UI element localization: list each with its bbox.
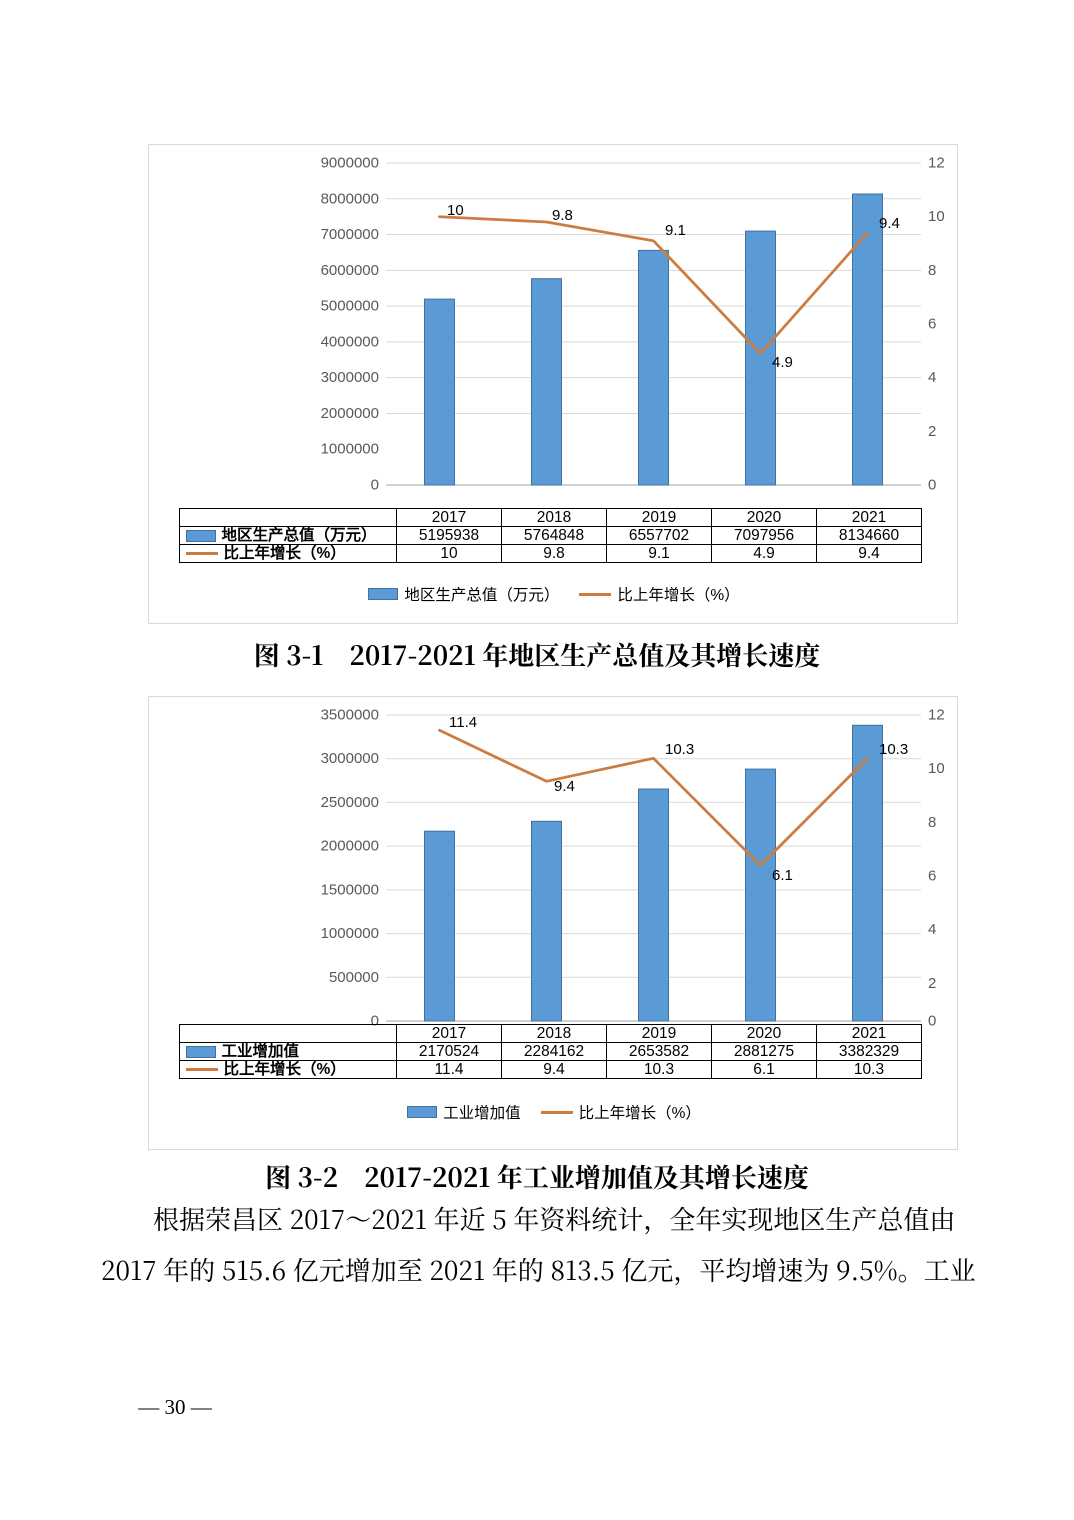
svg-text:4: 4 [928,369,936,386]
svg-text:2500000: 2500000 [321,794,379,811]
svg-text:2000000: 2000000 [321,838,379,855]
svg-text:9.4: 9.4 [554,778,575,795]
svg-text:9000000: 9000000 [321,155,379,172]
svg-text:2: 2 [928,975,936,992]
svg-text:1000000: 1000000 [321,925,379,942]
svg-text:9.8: 9.8 [552,207,573,224]
svg-text:5000000: 5000000 [321,298,379,315]
svg-text:8: 8 [928,262,936,279]
svg-text:9.1: 9.1 [665,222,686,239]
svg-text:0: 0 [928,477,936,494]
svg-text:2000000: 2000000 [321,405,379,422]
svg-text:10: 10 [447,202,464,219]
svg-text:3000000: 3000000 [321,750,379,767]
svg-text:8: 8 [928,814,936,831]
svg-text:8000000: 8000000 [321,190,379,207]
svg-text:6: 6 [928,316,936,333]
svg-text:0: 0 [928,1013,936,1030]
svg-text:0: 0 [371,477,379,494]
svg-text:9.4: 9.4 [879,215,900,232]
svg-text:7000000: 7000000 [321,226,379,243]
svg-text:12: 12 [928,707,945,724]
svg-text:12: 12 [928,155,945,172]
svg-text:2: 2 [928,423,936,440]
svg-text:1500000: 1500000 [321,881,379,898]
svg-text:4000000: 4000000 [321,333,379,350]
svg-text:10: 10 [928,760,945,777]
svg-text:1000000: 1000000 [321,441,379,458]
svg-text:10: 10 [928,208,945,225]
svg-text:10.3: 10.3 [879,741,908,758]
svg-text:4.9: 4.9 [772,354,793,371]
svg-text:3500000: 3500000 [321,707,379,724]
svg-text:3000000: 3000000 [321,369,379,386]
svg-text:6.1: 6.1 [772,867,793,884]
svg-text:6000000: 6000000 [321,262,379,279]
svg-text:11.4: 11.4 [449,714,477,731]
svg-text:6: 6 [928,868,936,885]
svg-text:10.3: 10.3 [665,741,694,758]
svg-text:500000: 500000 [329,969,379,986]
svg-text:4: 4 [928,921,936,938]
